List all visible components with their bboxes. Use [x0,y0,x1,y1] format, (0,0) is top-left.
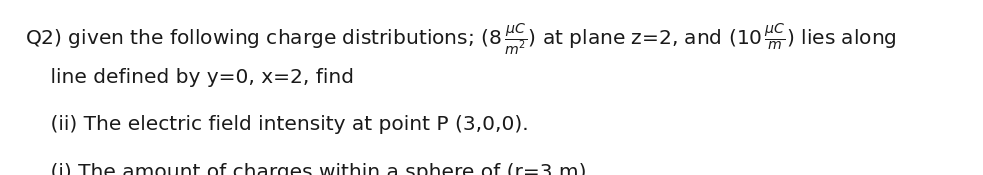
Text: Q2) given the following charge distributions; $(8\,\frac{\mu C}{m^2})$ at plane : Q2) given the following charge distribut… [25,21,896,57]
Text: line defined by y=0, x=2, find: line defined by y=0, x=2, find [25,68,354,87]
Text: (ii) The electric field intensity at point P (3,0,0).: (ii) The electric field intensity at poi… [25,116,528,135]
Text: (i) The amount of charges within a sphere of (r=3 m): (i) The amount of charges within a spher… [25,163,586,175]
